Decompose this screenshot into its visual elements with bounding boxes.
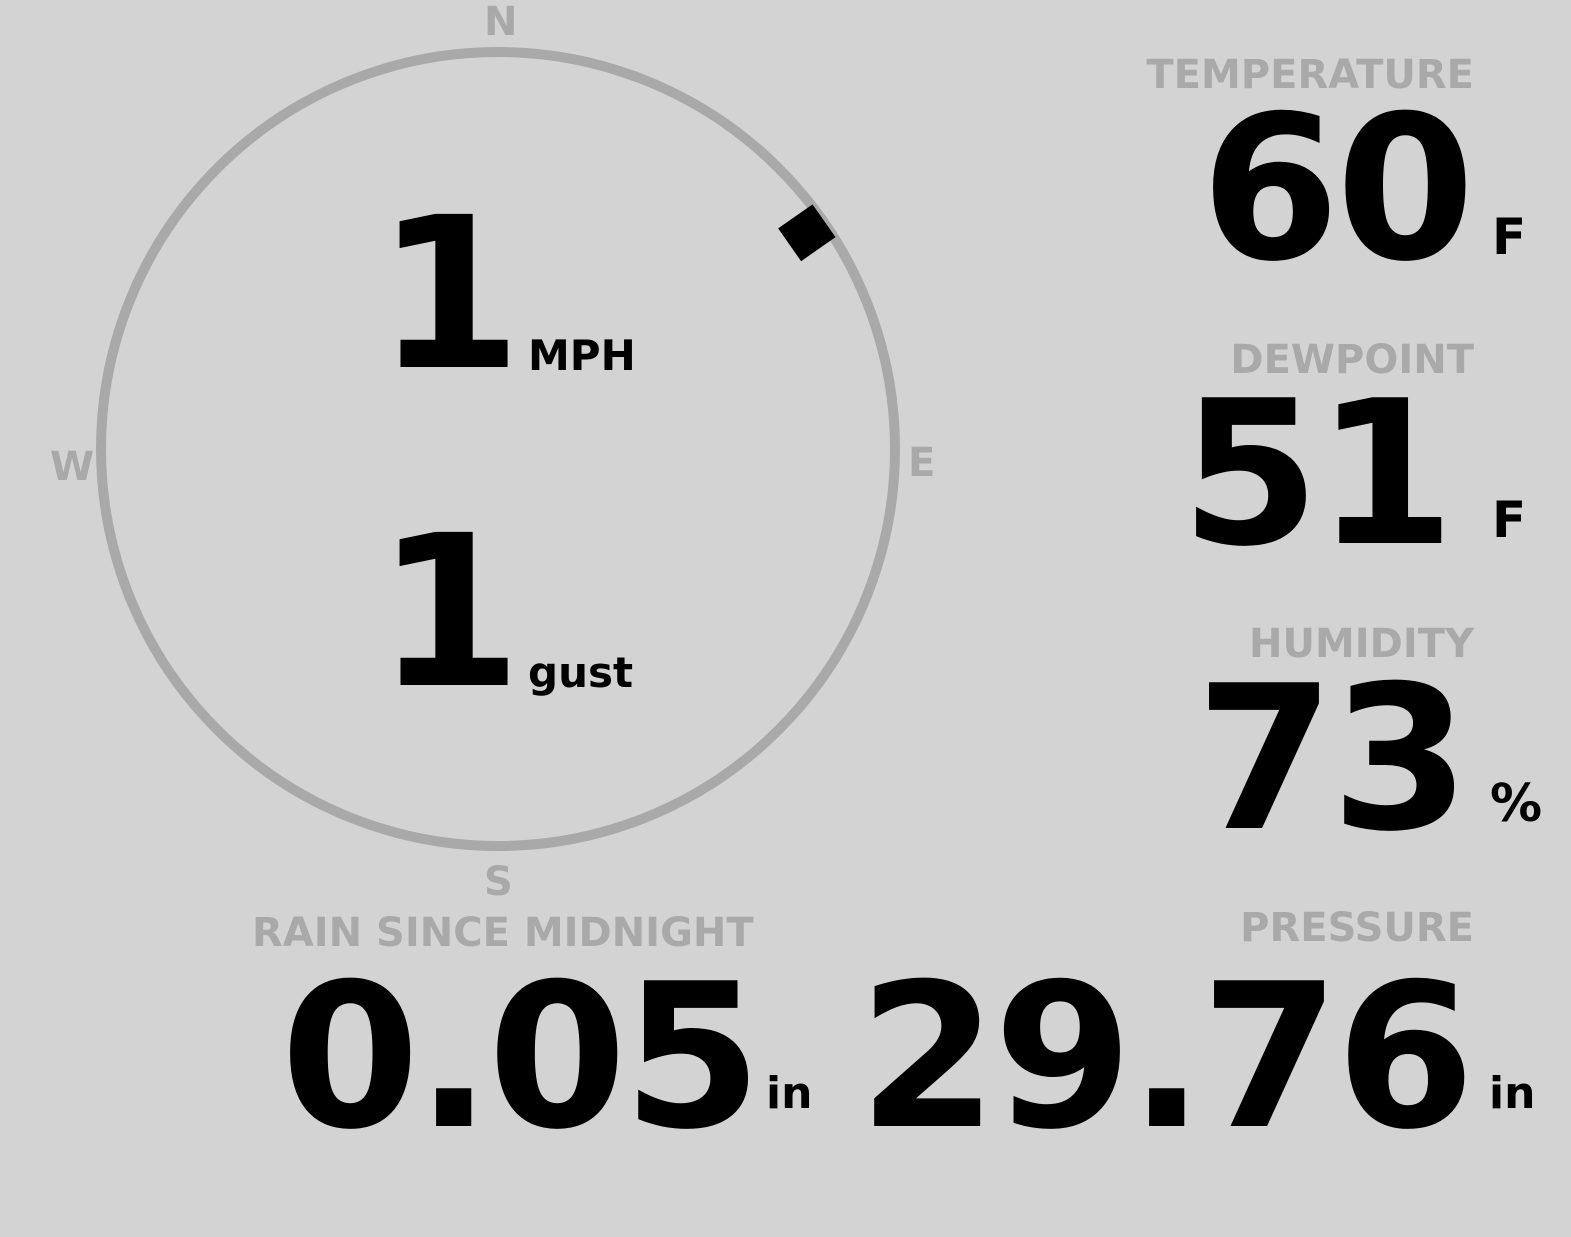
humidity-value: 73 [1195, 643, 1470, 876]
wind-speed-unit: MPH [528, 331, 636, 380]
temperature-unit: F [1492, 208, 1527, 266]
temperature-label: TEMPERATURE [1146, 52, 1474, 98]
rain-value: 0.05 [280, 941, 762, 1174]
humidity-label: HUMIDITY [1249, 621, 1474, 667]
temperature-value: 60 [1200, 73, 1475, 306]
pressure-unit: in [1489, 1068, 1536, 1119]
pressure-label: PRESSURE [1240, 905, 1474, 951]
compass-south: S [484, 859, 513, 905]
wind-direction-marker [778, 204, 836, 262]
wind-compass [96, 47, 900, 851]
compass-west: W [50, 444, 95, 490]
pressure-value: 29.76 [858, 941, 1475, 1174]
wind-gust-value: 1 [375, 490, 522, 735]
dewpoint-label: DEWPOINT [1230, 337, 1474, 383]
humidity-unit: % [1490, 774, 1543, 834]
compass-ring [96, 47, 900, 851]
rain-label: RAIN SINCE MIDNIGHT [252, 910, 754, 956]
rain-unit: in [766, 1068, 813, 1119]
dewpoint-value: 51 [1180, 358, 1455, 591]
wind-gust-unit: gust [528, 648, 634, 697]
compass-north: N [484, 0, 518, 45]
compass-east: E [908, 440, 936, 486]
wind-speed-value: 1 [375, 172, 522, 417]
dewpoint-unit: F [1492, 491, 1527, 549]
